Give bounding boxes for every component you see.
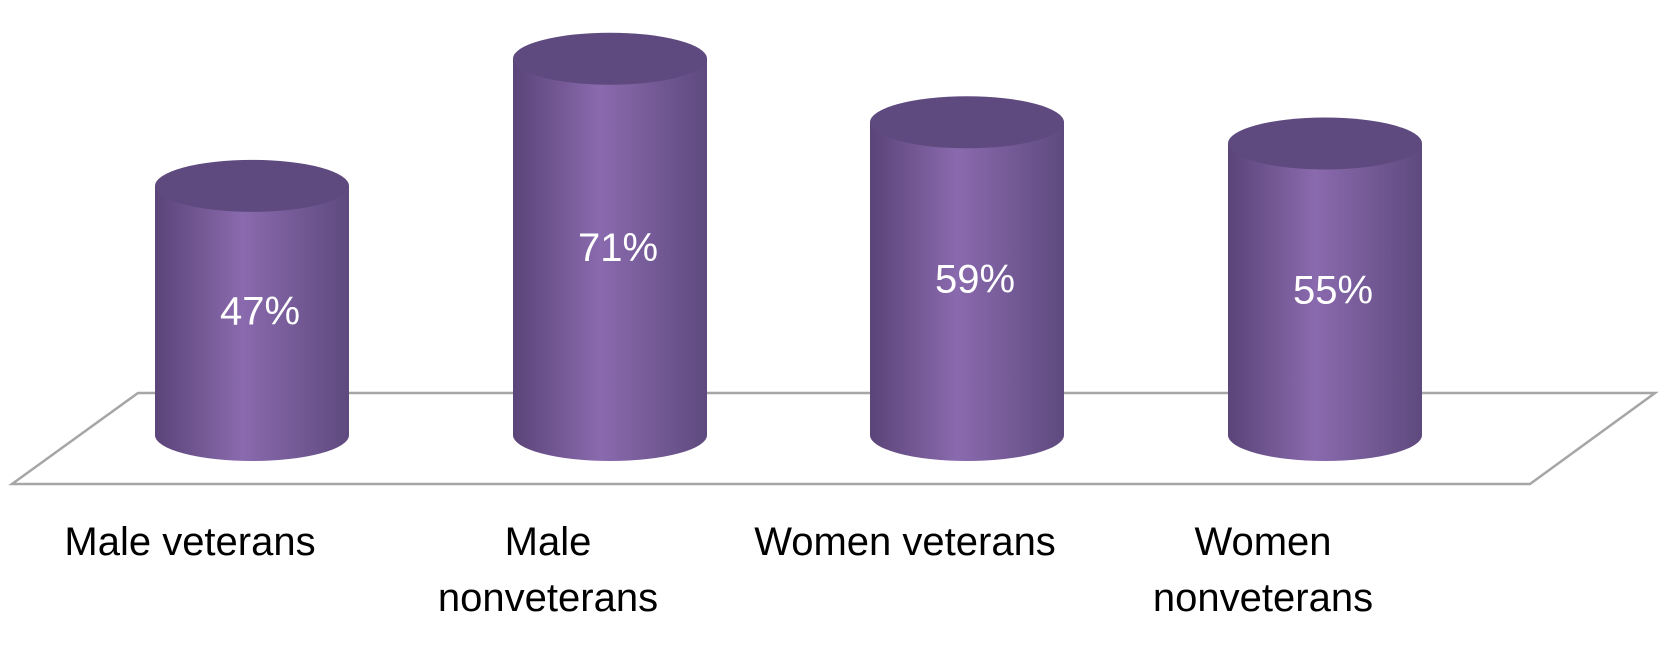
bar-3 [870,96,1064,461]
category-label: Women nonveterans [1153,520,1373,620]
category-label-line: Women [1194,520,1331,564]
category-label-line: Women veterans [754,520,1056,564]
category-label: Male nonveterans [438,520,658,620]
bar-2 [513,32,707,461]
category-label: Male veterans [64,520,315,564]
bar-4 [1228,117,1422,461]
bar-top [870,96,1064,149]
category-label-line: Male veterans [64,520,315,564]
bar-top [155,159,349,212]
bars [155,32,1422,461]
value-labels: 47% 71% 59% 55% [220,226,1373,334]
bar-body [155,185,349,461]
category-label-line: Male [505,520,592,564]
bar-top [1228,117,1422,170]
bar-1 [155,159,349,461]
value-label: 59% [935,258,1015,302]
bar-top [513,32,707,85]
category-label: Women veterans [754,520,1056,564]
category-labels: Male veterans Male nonveterans Women vetera… [64,520,1373,620]
bar-body [870,122,1064,461]
bar-body [513,58,707,461]
bar-body [1228,143,1422,461]
category-label-line: nonveterans [1153,576,1373,620]
chart-floor [8,391,1659,486]
value-label: 55% [1293,268,1373,312]
value-label: 71% [578,226,658,270]
category-label-line: nonveterans [438,576,658,620]
value-label: 47% [220,289,300,333]
